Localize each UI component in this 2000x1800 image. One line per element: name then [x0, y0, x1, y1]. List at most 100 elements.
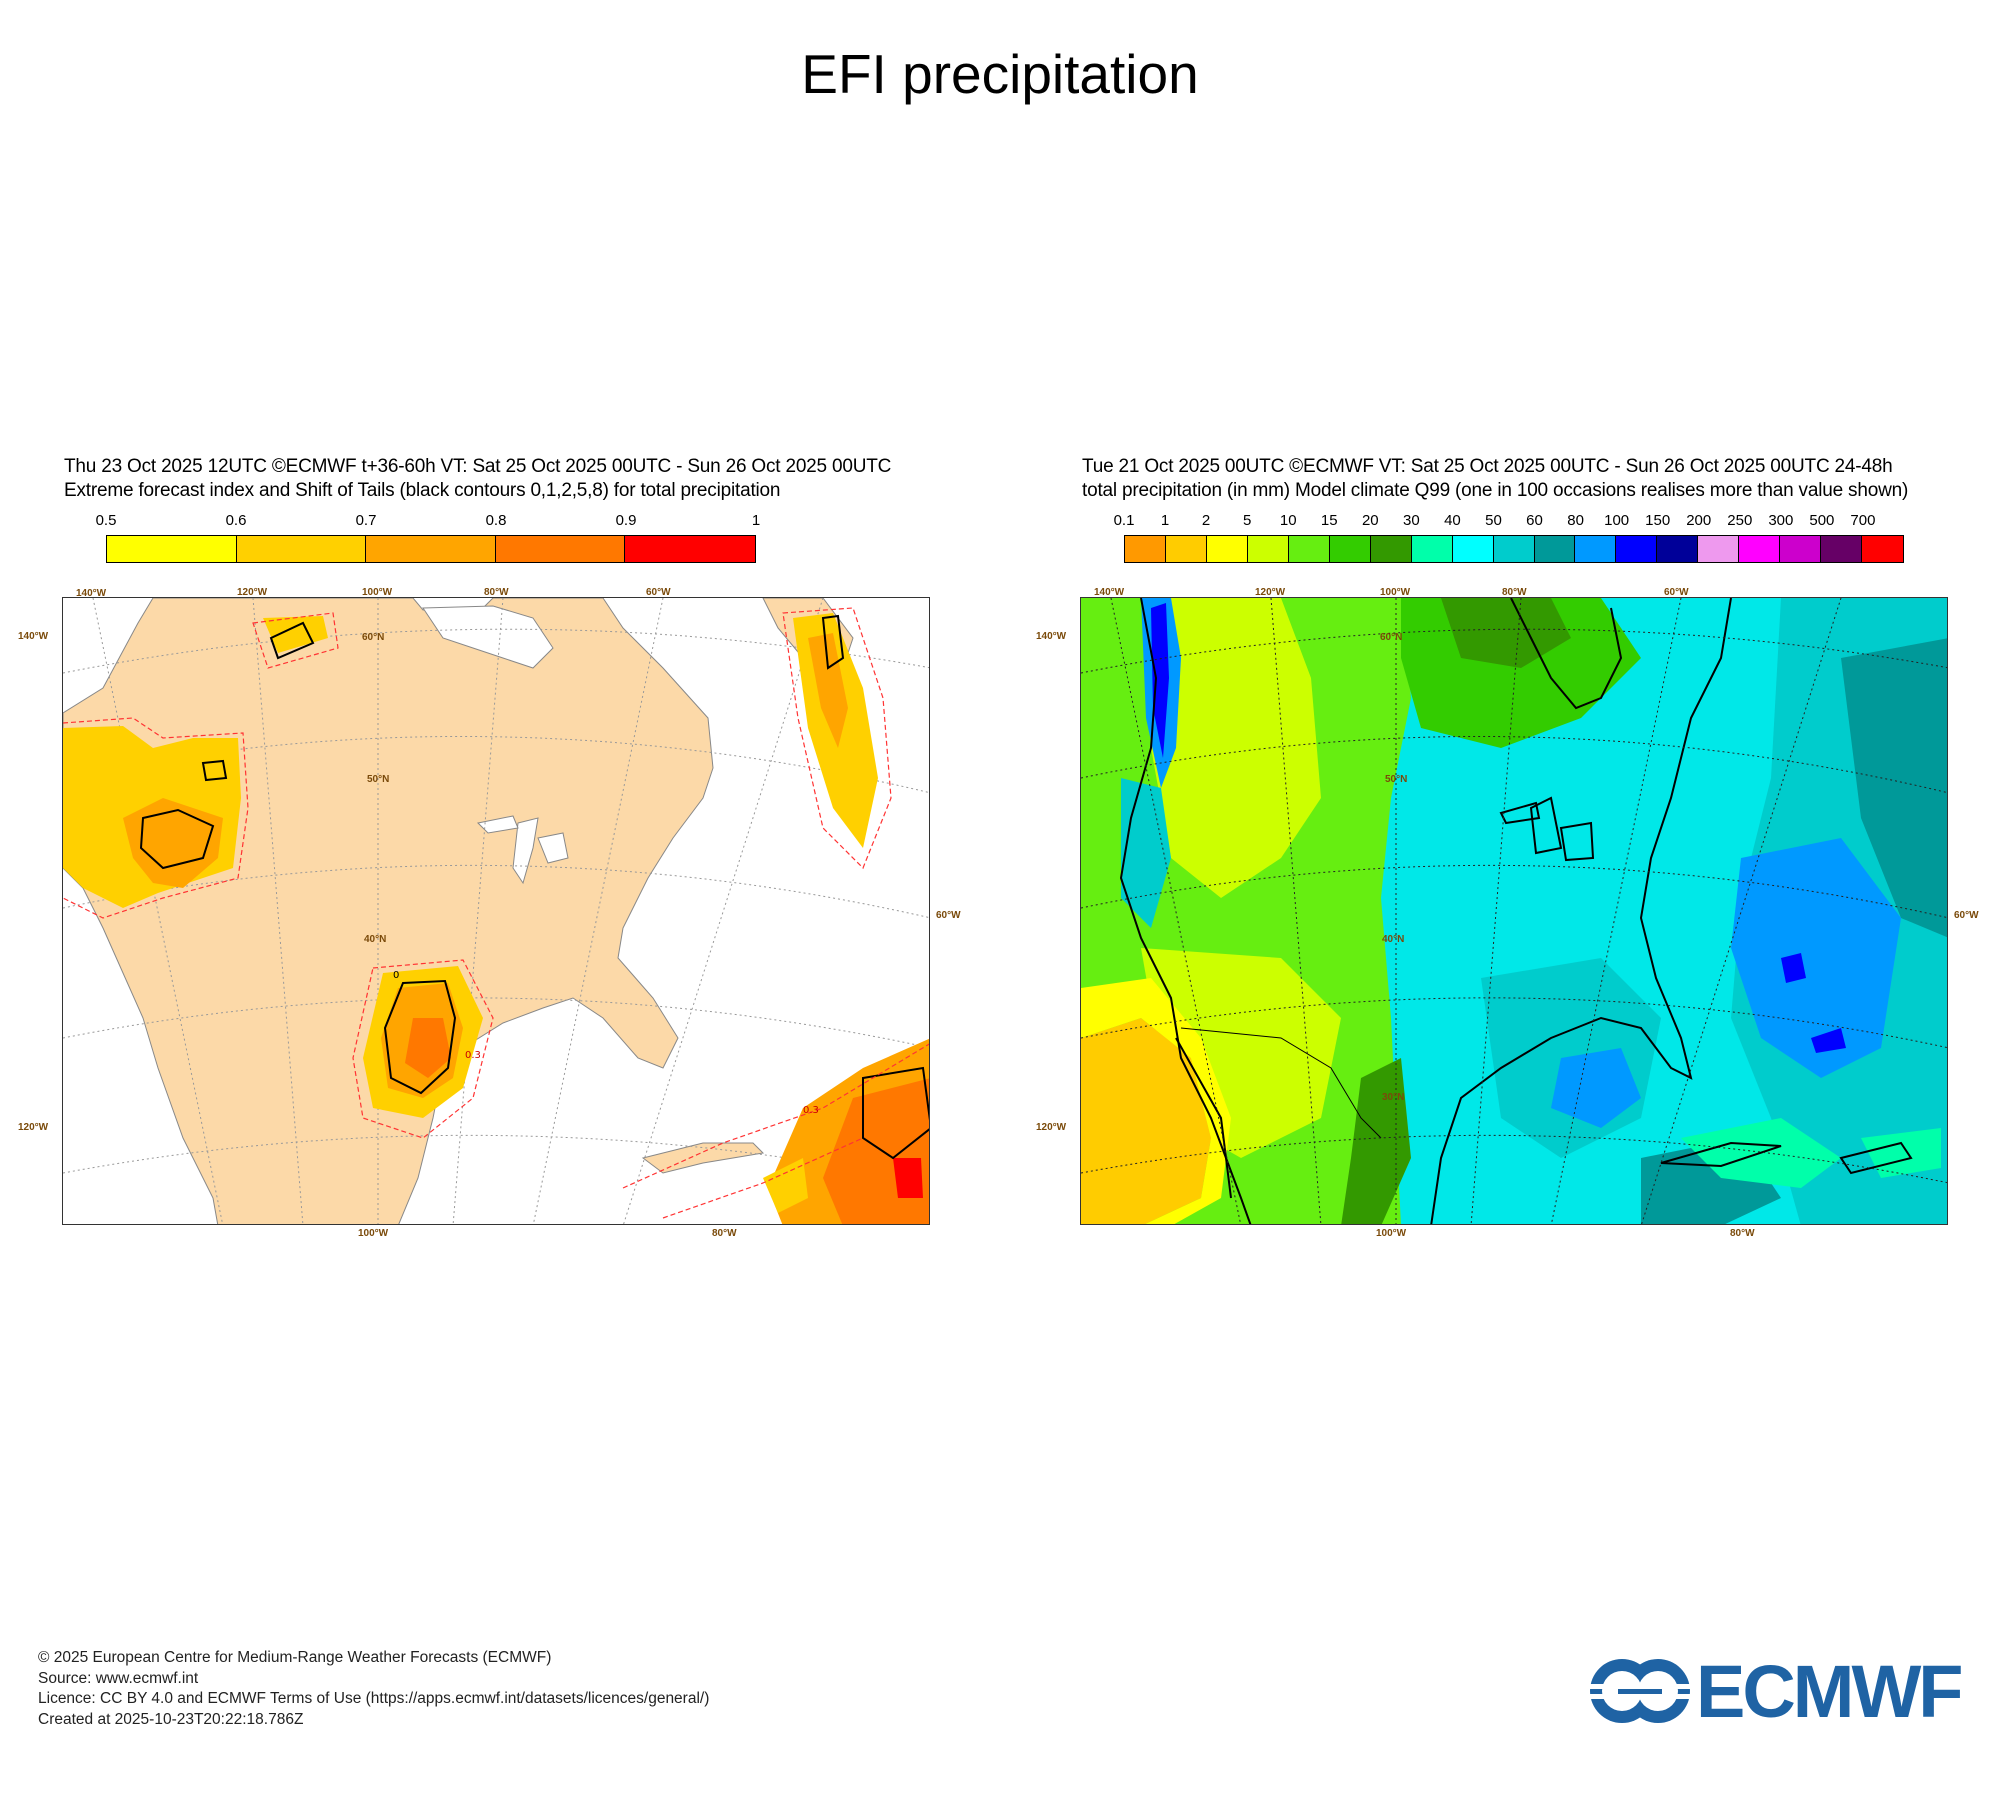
efi-colorbar-tick: 0.7	[355, 512, 377, 529]
lon-label: 120°W	[1036, 1122, 1067, 1133]
lat-label: 30°N	[1382, 1092, 1405, 1103]
q99-colorbar-tick: 500	[1809, 512, 1835, 529]
lon-label: 120°W	[1255, 587, 1286, 598]
footer-copyright: © 2025 European Centre for Medium-Range …	[38, 1649, 552, 1666]
q99-colorbar-segment	[1125, 536, 1166, 562]
lat-label: 60°N	[362, 632, 385, 643]
q99-colorbar-segment	[1575, 536, 1617, 562]
contour-label-0: 0	[393, 970, 399, 981]
lon-label: 100°W	[1380, 587, 1411, 598]
q99-colorbar-segment	[1411, 536, 1453, 562]
lon-label: 80°W	[1502, 587, 1527, 598]
lon-label: 140°W	[1094, 587, 1125, 598]
q99-colorbar-segment	[1329, 536, 1371, 562]
q99-colorbar-segment	[1247, 536, 1289, 562]
q99-colorbar-segment	[1288, 536, 1330, 562]
q99-colorbar-segment	[1698, 536, 1740, 562]
efi-map-svg: 0.3 0.3 0	[63, 598, 929, 1224]
lat-label: 40°N	[364, 934, 387, 945]
efi-colorbar-tick: 0.5	[95, 512, 117, 529]
q99-colorbar-tick: 60	[1526, 512, 1543, 529]
lat-label: 50°N	[1385, 774, 1408, 785]
q99-colorbar-tick: 150	[1645, 512, 1671, 529]
coastlines	[1119, 598, 1913, 1224]
lon-label: 60°W	[1954, 910, 1979, 921]
lon-label: 140°W	[76, 588, 107, 599]
q99-colorbar-segment	[1452, 536, 1494, 562]
sot-contours	[139, 614, 929, 1160]
efi-colorbar-segment	[495, 536, 626, 562]
efi-colorbar	[106, 535, 756, 563]
q99-colorbar-tick: 30	[1403, 512, 1420, 529]
q99-colorbar-segment	[1493, 536, 1535, 562]
q99-map[interactable]	[1080, 597, 1948, 1225]
logo-text: ECMWF	[1696, 1655, 1961, 1727]
efi-panel: Thu 23 Oct 2025 12UTC ©ECMWF t+36-60h VT…	[18, 452, 962, 1252]
q99-panel: Tue 21 Oct 2025 00UTC ©ECMWF VT: Sat 25 …	[1036, 452, 1980, 1252]
q99-colorbar-segment	[1206, 536, 1248, 562]
q99-colorbar-tick: 50	[1485, 512, 1502, 529]
efi-03-contours	[63, 607, 929, 1219]
lon-label: 80°W	[484, 587, 509, 598]
efi-colorbar-segment	[236, 536, 367, 562]
lon-label: 100°W	[358, 1228, 389, 1239]
lat-label: 50°N	[367, 774, 390, 785]
lon-label: 60°W	[646, 587, 671, 598]
q99-colorbar-segment	[1534, 536, 1576, 562]
q99-colorbar	[1124, 535, 1904, 563]
q99-colorbar-tick: 0.1	[1113, 512, 1135, 529]
lat-label: 60°N	[1380, 632, 1403, 643]
q99-colorbar-tick: 5	[1242, 512, 1252, 529]
efi-colorbar-tick: 0.8	[485, 512, 507, 529]
q99-colorbar-tick: 40	[1444, 512, 1461, 529]
efi-colorbar-tick: 0.6	[225, 512, 247, 529]
q99-header-line1: Tue 21 Oct 2025 00UTC ©ECMWF VT: Sat 25 …	[1082, 456, 1893, 477]
footer-licence: Licence: CC BY 4.0 and ECMWF Terms of Us…	[38, 1690, 710, 1707]
q99-colorbar-tick: 2	[1201, 512, 1211, 529]
q99-colorbar-segment	[1370, 536, 1412, 562]
efi-colorbar-segment	[625, 536, 755, 562]
lat-label: 40°N	[1382, 934, 1405, 945]
q99-colorbar-tick: 200	[1686, 512, 1712, 529]
lon-label: 140°W	[18, 631, 49, 642]
q99-colorbar-segment	[1616, 536, 1658, 562]
lon-label: 60°W	[936, 910, 961, 921]
lon-label: 140°W	[1036, 631, 1067, 642]
q99-colorbar-tick: 80	[1567, 512, 1584, 529]
contour-label-03-b: 0.3	[803, 1105, 819, 1116]
lon-label: 100°W	[362, 587, 393, 598]
q99-map-svg	[1081, 598, 1947, 1224]
ecmwf-logo-svg: ECMWF	[1588, 1650, 1964, 1733]
q99-header-line2: total precipitation (in mm) Model climat…	[1082, 480, 1909, 501]
efi-header-line2: Extreme forecast index and Shift of Tail…	[64, 480, 781, 501]
q99-colorbar-segment	[1862, 536, 1904, 562]
q99-colorbar-segment	[1657, 536, 1699, 562]
footer-source: Source: www.ecmwf.int	[38, 1669, 199, 1687]
q99-colorbar-segment	[1821, 536, 1863, 562]
page-title: EFI precipitation	[801, 43, 1199, 105]
lon-label: 80°W	[712, 1228, 737, 1239]
efi-shading	[63, 613, 929, 1224]
ecmwf-logo[interactable]: ECMWF	[1588, 1650, 1968, 1733]
efi-colorbar-tick: 0.9	[615, 512, 637, 529]
lon-label: 100°W	[1376, 1228, 1407, 1239]
q99-colorbar-tick: 300	[1768, 512, 1794, 529]
efi-colorbar-segment	[107, 536, 237, 562]
q99-colorbar-tick: 15	[1320, 512, 1338, 529]
efi-colorbar-tick: 1	[751, 512, 761, 529]
q99-colorbar-tick: 700	[1850, 512, 1876, 529]
q99-colorbar-segment	[1780, 536, 1822, 562]
lon-label: 120°W	[18, 1122, 49, 1133]
q99-colorbar-tick: 20	[1361, 512, 1379, 529]
lon-label: 120°W	[237, 587, 268, 598]
efi-colorbar-segment	[366, 536, 496, 562]
q99-colorbar-tick: 1	[1160, 512, 1170, 529]
footer: © 2025 European Centre for Medium-Range …	[38, 1648, 709, 1730]
q99-colorbar-segment	[1165, 536, 1207, 562]
contour-label-03: 0.3	[465, 1050, 481, 1061]
lon-label: 60°W	[1664, 587, 1689, 598]
footer-created: Created at 2025-10-23T20:22:18.786Z	[38, 1710, 304, 1728]
lon-label: 80°W	[1730, 1228, 1755, 1239]
q99-colorbar-segment	[1739, 536, 1781, 562]
efi-map[interactable]: 0.3 0.3 0	[62, 597, 930, 1225]
